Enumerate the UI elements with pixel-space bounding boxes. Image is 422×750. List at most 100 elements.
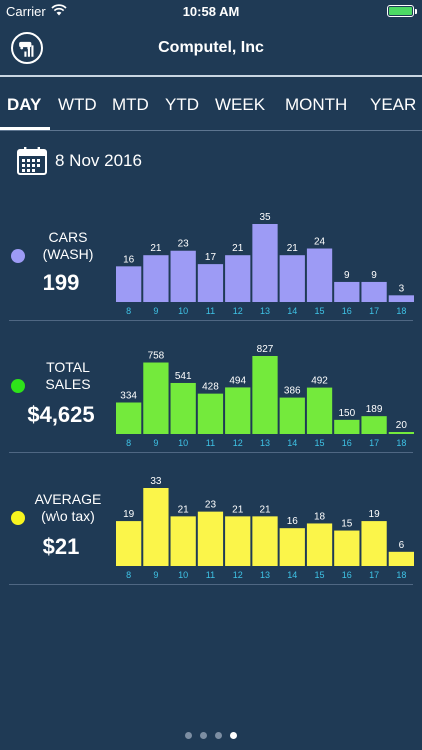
- chart-bar[interactable]: [143, 255, 169, 302]
- tab-week[interactable]: WEEK: [215, 95, 266, 114]
- chart-bar[interactable]: [252, 516, 278, 566]
- calendar-icon[interactable]: [17, 146, 47, 175]
- chart-bar[interactable]: [334, 419, 360, 434]
- x-tick-label: 17: [369, 306, 379, 316]
- bar-value-label: 16: [287, 516, 299, 527]
- x-tick-label: 15: [315, 306, 325, 316]
- bar-value-label: 21: [287, 243, 299, 254]
- chart-bar[interactable]: [170, 250, 196, 302]
- chart-bar[interactable]: [197, 264, 224, 302]
- chart-bar[interactable]: [197, 393, 224, 434]
- sales-legend-dot: [11, 379, 25, 393]
- bar-value-label: 21: [178, 504, 190, 515]
- chart-bar[interactable]: [334, 281, 360, 302]
- bar-value-label: 23: [178, 239, 190, 250]
- chart-bar[interactable]: [252, 356, 278, 434]
- x-tick-label: 9: [153, 306, 158, 316]
- bar-value-label: 334: [120, 390, 137, 401]
- chart-bar[interactable]: [170, 382, 196, 434]
- header-divider: [0, 75, 422, 77]
- sales-label-line1: TOTAL: [46, 359, 90, 375]
- chart-bar[interactable]: [361, 281, 387, 302]
- cars-label-line1: CARS: [48, 229, 88, 245]
- x-tick-label: 12: [233, 570, 243, 580]
- chart-bar[interactable]: [388, 432, 414, 434]
- page-indicator[interactable]: [0, 726, 422, 739]
- bar-value-label: 189: [366, 404, 383, 415]
- chart-bar[interactable]: [143, 488, 169, 566]
- chart-bar[interactable]: [306, 248, 333, 302]
- tab-mtd[interactable]: MTD: [112, 95, 149, 114]
- chart-bar[interactable]: [143, 362, 169, 434]
- bar-value-label: 18: [314, 511, 326, 522]
- chart-bar[interactable]: [306, 387, 333, 434]
- bar-value-label: 9: [371, 270, 377, 281]
- x-tick-label: 13: [260, 306, 270, 316]
- chart-bar[interactable]: [334, 530, 360, 566]
- page-dot[interactable]: [200, 732, 207, 739]
- sales-total-value: $4,625: [27, 402, 95, 427]
- app-header: Computel, Inc: [0, 22, 422, 76]
- cars-legend-dot: [11, 249, 25, 263]
- x-tick-label: 18: [396, 306, 406, 316]
- tab-month[interactable]: MONTH: [285, 95, 348, 114]
- x-tick-label: 9: [153, 570, 158, 580]
- chart-bar[interactable]: [116, 402, 142, 434]
- x-tick-label: 11: [206, 306, 215, 316]
- bar-value-label: 21: [259, 504, 271, 515]
- chart-bar[interactable]: [170, 516, 196, 566]
- chart-bar[interactable]: [361, 521, 387, 566]
- average-bar-chart[interactable]: 19 8 33 9 21 10 23 11 21 12 21 13 16 14 18 15 15 16 19 17 6 1…: [115, 474, 415, 580]
- tab-wtd[interactable]: WTD: [58, 95, 97, 114]
- bar-value-label: 24: [314, 237, 326, 248]
- x-tick-label: 11: [206, 570, 215, 580]
- chart-bar[interactable]: [225, 387, 251, 434]
- bar-value-label: 17: [205, 252, 217, 263]
- bar-value-label: 758: [148, 351, 165, 362]
- page-dot[interactable]: [230, 732, 237, 739]
- chart-bar[interactable]: [252, 224, 278, 302]
- car-wash-logo-icon[interactable]: [11, 32, 43, 64]
- tab-year[interactable]: YEAR: [370, 95, 417, 114]
- x-tick-label: 13: [260, 438, 270, 448]
- chart-bar[interactable]: [279, 528, 305, 566]
- x-tick-label: 17: [369, 570, 379, 580]
- selected-date[interactable]: 8 Nov 2016: [55, 151, 142, 170]
- bar-value-label: 21: [150, 243, 162, 254]
- x-tick-label: 16: [342, 570, 352, 580]
- average-label: AVERAGE (w\o tax): [20, 491, 116, 525]
- chart-bar[interactable]: [225, 255, 251, 302]
- x-tick-label: 16: [342, 438, 352, 448]
- chart-bar[interactable]: [116, 521, 142, 566]
- x-tick-label: 14: [287, 438, 297, 448]
- x-tick-label: 10: [178, 306, 188, 316]
- page-dot[interactable]: [215, 732, 222, 739]
- chart-bar[interactable]: [225, 516, 251, 566]
- x-tick-label: 8: [126, 306, 131, 316]
- bar-value-label: 494: [229, 375, 246, 386]
- chart-bar[interactable]: [388, 295, 414, 302]
- chart-bar[interactable]: [279, 255, 305, 302]
- x-tick-label: 14: [287, 570, 297, 580]
- bar-value-label: 16: [123, 254, 135, 265]
- chart-bar[interactable]: [116, 266, 142, 302]
- chart-bar[interactable]: [361, 416, 387, 434]
- chart-bar[interactable]: [388, 551, 414, 566]
- sales-bar-chart[interactable]: 334 8 758 9 541 10 428 11 494 12 827 13 386 14 492 15 15…: [115, 342, 415, 448]
- period-tabs: DAY WTD MTD YTD WEEK MONTH YEAR: [0, 90, 422, 130]
- chart-bar[interactable]: [197, 511, 224, 566]
- bar-value-label: 541: [175, 371, 192, 382]
- cars-label-line2: (WASH): [42, 246, 94, 262]
- tab-ytd[interactable]: YTD: [165, 95, 199, 114]
- chart-bar[interactable]: [279, 397, 305, 434]
- chart-bar[interactable]: [306, 523, 333, 566]
- tab-day[interactable]: DAY: [7, 95, 42, 114]
- bar-value-label: 19: [369, 509, 381, 520]
- cars-bar-chart[interactable]: 16 8 21 9 23 10 17 11 21 12 35 13 21 14 24 15 9 16 9 17 3 18: [115, 210, 415, 316]
- page-dot[interactable]: [185, 732, 192, 739]
- x-tick-label: 12: [233, 438, 243, 448]
- average-label-line1: AVERAGE: [34, 491, 102, 507]
- x-tick-label: 17: [369, 438, 379, 448]
- status-time: 10:58 AM: [182, 4, 240, 19]
- x-tick-label: 9: [153, 438, 158, 448]
